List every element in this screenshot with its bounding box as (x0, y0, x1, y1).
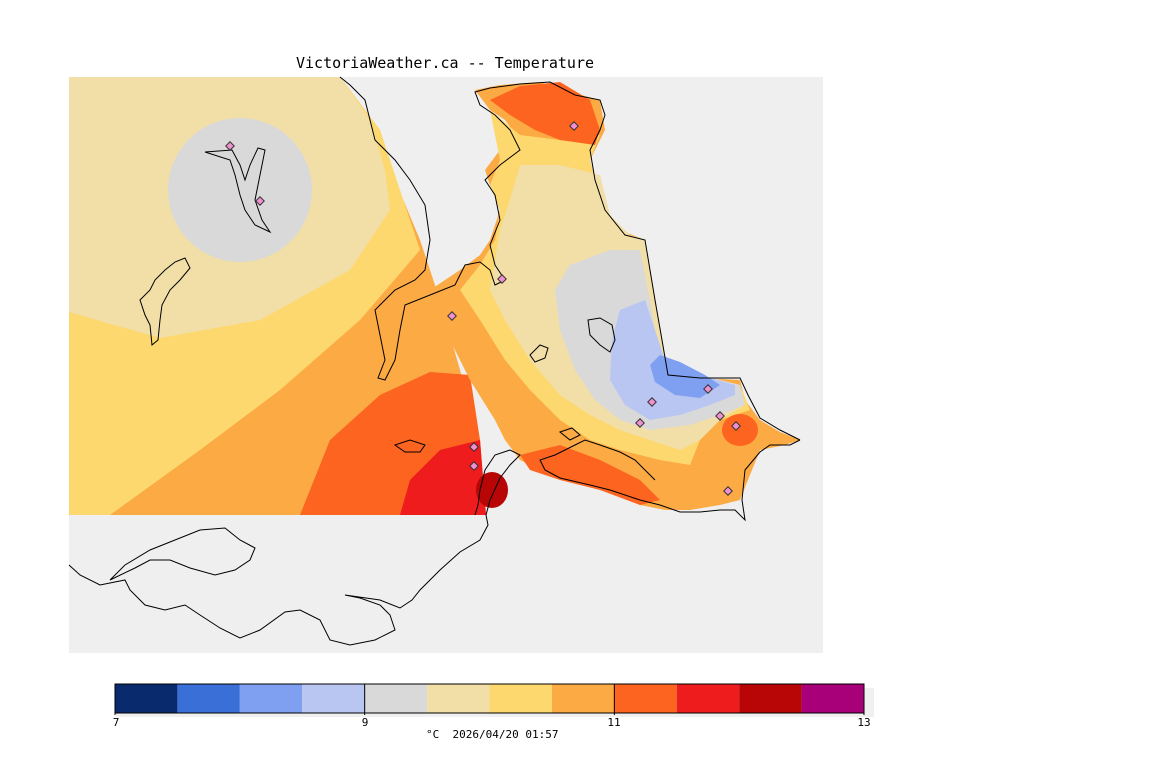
colorbar-bin (739, 684, 802, 713)
station-marker[interactable] (703, 384, 713, 394)
legend-timestamp: 2026/04/20 01:57 (452, 728, 559, 741)
weather-stations (225, 121, 741, 496)
station-marker[interactable] (225, 141, 235, 151)
coastline (68, 76, 801, 646)
station-marker[interactable] (255, 196, 265, 206)
tick-label-13: 13 (857, 716, 871, 729)
station-marker[interactable] (569, 121, 579, 131)
temperature-field-west (69, 77, 508, 515)
temperature-field-east (375, 82, 800, 510)
station-marker[interactable] (497, 274, 507, 284)
colorbar-ticks (114, 684, 865, 715)
colorbar-bin (551, 684, 615, 713)
colorbar-bin (614, 684, 677, 713)
tick-label-11: 11 (607, 716, 621, 729)
station-marker[interactable] (647, 397, 657, 407)
station-marker[interactable] (447, 311, 457, 321)
colorbar-bin (177, 684, 240, 713)
station-marker[interactable] (723, 486, 733, 496)
colorbar-bins (115, 684, 864, 713)
legend-caption: °C 2026/04/20 01:57 (426, 728, 558, 741)
tick-label-7: 7 (112, 716, 120, 729)
colorbar-bin (801, 684, 864, 713)
tick-label-9: 9 (361, 716, 369, 729)
colorbar-bin (427, 684, 490, 713)
colorbar-bin (115, 684, 178, 713)
colorbar-bin (489, 684, 552, 713)
station-marker[interactable] (715, 411, 725, 421)
colorbar-bin (239, 684, 303, 713)
colorbar-bin (676, 684, 740, 713)
station-marker[interactable] (469, 442, 479, 452)
colorbar-bin (302, 684, 365, 713)
station-marker[interactable] (731, 421, 741, 431)
legend-unit: °C (426, 728, 440, 741)
colorbar-bin (364, 684, 428, 713)
station-marker[interactable] (469, 461, 479, 471)
map-title: VictoriaWeather.ca -- Temperature (295, 54, 594, 72)
station-marker[interactable] (635, 418, 645, 428)
